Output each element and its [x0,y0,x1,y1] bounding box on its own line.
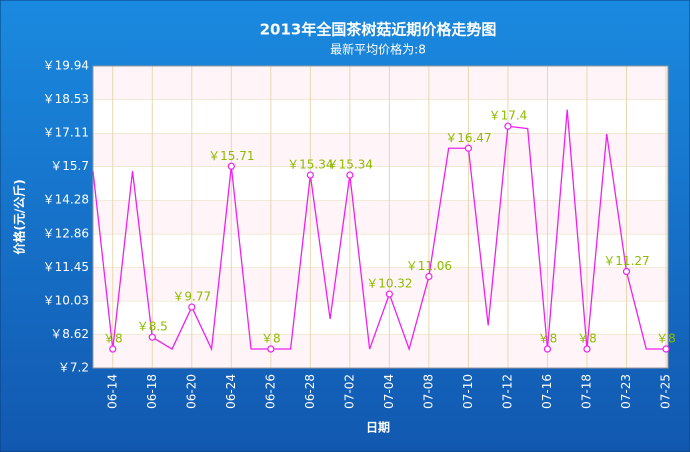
x-tick-label: 06-26 [263,374,277,409]
data-label: ￥15.34 [327,158,373,172]
x-tick-label: 07-16 [540,374,554,409]
point-marker [662,345,670,353]
point-marker [346,171,354,179]
data-label: ￥16.47 [445,131,491,145]
x-tick-label: 06-20 [184,374,198,409]
x-tick-label: 06-18 [145,374,159,409]
x-axis-label: 日期 [366,420,390,435]
y-tick-label: ￥10.03 [43,293,89,307]
data-label: ￥8 [577,332,597,346]
x-tick-label: 07-04 [382,374,396,409]
data-label: ￥11.06 [406,259,452,273]
x-tick-label: 07-18 [579,374,593,409]
grid-band [93,66,668,100]
data-label: ￥15.34 [287,158,333,172]
point-marker [583,345,591,353]
x-tick-label: 07-08 [421,374,435,409]
data-label: ￥15.71 [208,149,254,163]
grid-band [93,334,668,368]
point-marker [109,345,117,353]
y-axis-label: 价格(元/公斤) [12,179,27,254]
y-tick-label: ￥15.7 [50,159,89,173]
grid-band [93,99,668,134]
point-marker [543,345,552,353]
point-marker [227,162,235,170]
y-tick-label: ￥8.62 [50,327,89,341]
y-tick-label: ￥12.86 [43,226,89,240]
grid-band [93,267,668,301]
x-tick-label: 06-24 [224,374,238,409]
point-marker [188,303,196,311]
data-label: ￥11.27 [603,254,649,268]
data-label: ￥8 [261,332,281,346]
data-label: ￥8.5 [137,320,168,334]
data-label: ￥9.77 [172,290,211,304]
x-tick-label: 07-23 [619,374,633,409]
grid-band [93,166,668,201]
point-marker [425,272,433,281]
chart-subtitle: 最新平均价格为:8 [330,42,426,57]
data-label: ￥8 [656,332,676,346]
point-marker [267,345,275,353]
y-tick-label: ￥14.28 [43,193,89,207]
point-marker [385,290,393,298]
x-tick-label: 07-12 [500,374,514,409]
data-label: ￥10.32 [366,277,412,291]
x-tick-label: 07-02 [342,374,356,409]
y-tick-label: ￥7.2 [58,361,89,375]
point-marker [148,333,156,341]
data-label: ￥17.4 [489,109,528,123]
point-marker [504,122,512,130]
data-label: ￥8 [103,332,123,346]
data-label: ￥8 [538,332,558,346]
y-tick-label: ￥17.11 [43,126,89,140]
chart-title: 2013年全国茶树菇近期价格走势图 [260,21,497,39]
series-line [92,109,666,352]
point-marker [464,144,473,152]
x-tick-label: 06-14 [105,374,119,409]
x-tick-label: 07-10 [461,374,475,409]
grid-band [93,133,668,167]
plot-border [92,65,669,369]
x-tick-label: 06-28 [303,374,317,409]
y-tick-label: ￥18.53 [43,92,89,106]
x-tick-label: 07-25 [659,374,673,409]
y-tick-label: ￥11.45 [43,260,89,274]
y-tick-label: ￥19.94 [43,59,89,73]
grid-band [93,200,668,234]
point-marker [306,171,314,179]
grid-band [93,233,668,268]
point-marker [622,267,631,276]
